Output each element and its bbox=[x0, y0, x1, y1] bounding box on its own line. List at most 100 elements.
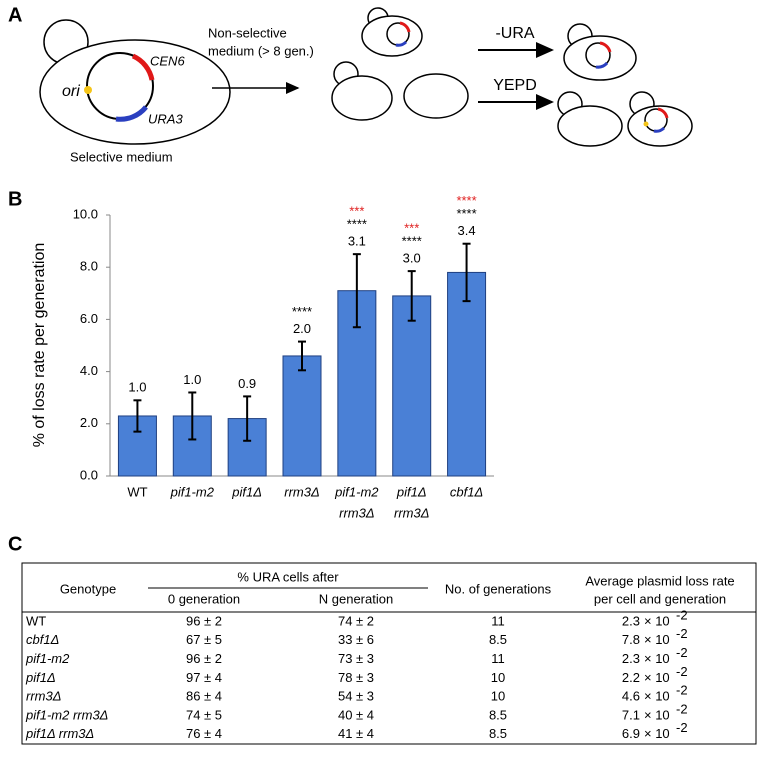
cell bbox=[361, 15, 423, 57]
header: No. of generations bbox=[445, 581, 552, 596]
cell: 8.5 bbox=[489, 632, 507, 647]
x-tick-label: rrm3Δ bbox=[284, 484, 319, 499]
cen-arc bbox=[131, 53, 155, 81]
ori-dot bbox=[84, 86, 92, 94]
cell: 96 ± 2 bbox=[186, 613, 222, 628]
panel-label: B bbox=[8, 188, 22, 210]
header: Genotype bbox=[60, 581, 116, 596]
cell: 2.3 bbox=[622, 613, 640, 628]
panel-a bbox=[39, 7, 693, 147]
panel-label: C bbox=[8, 533, 22, 555]
cell-exponent: -2 bbox=[676, 664, 688, 679]
cell-exponent: -2 bbox=[676, 607, 688, 622]
y-tick-label: 10.0 bbox=[73, 206, 98, 221]
cen-arc bbox=[657, 107, 669, 119]
ura-arc bbox=[595, 61, 609, 69]
cell: 8.5 bbox=[489, 726, 507, 741]
significance: **** bbox=[347, 217, 367, 232]
y-tick-label: 8.0 bbox=[80, 259, 98, 274]
ura-arc bbox=[395, 40, 408, 47]
cen-arc bbox=[599, 41, 612, 53]
cell: pif1Δ rrm3Δ bbox=[25, 726, 94, 741]
cell: 40 ± 4 bbox=[338, 707, 374, 722]
cell: 10 bbox=[491, 689, 505, 704]
cell: 2.2 bbox=[622, 670, 640, 685]
cell: 11 bbox=[491, 651, 505, 666]
bar-chart: 0.0 2.0 4.0 6.0 8.0 10.0 WT 1.0 pif1-m2 1.0 pif1Δ 0… bbox=[73, 193, 494, 520]
cell: 6.9 bbox=[622, 726, 640, 741]
cell: 67 ± 5 bbox=[186, 632, 222, 647]
ori-dot bbox=[643, 121, 649, 127]
cell: 96 ± 2 bbox=[186, 651, 222, 666]
nonselective-label: medium (> 8 gen.) bbox=[208, 43, 314, 58]
ura-minus-label: -URA bbox=[495, 25, 534, 42]
x-tick-label: WT bbox=[127, 484, 147, 499]
x-tick-label: rrm3Δ bbox=[339, 505, 374, 520]
cell: 74 ± 2 bbox=[338, 613, 374, 628]
cell: × 10 bbox=[644, 651, 670, 666]
cell: 74 ± 5 bbox=[186, 707, 222, 722]
ratio-label: 0.9 bbox=[238, 376, 256, 391]
x-tick-label: pif1Δ bbox=[231, 484, 262, 499]
ura-arc bbox=[653, 126, 666, 133]
significance: **** bbox=[456, 193, 476, 208]
significance: *** bbox=[404, 221, 419, 236]
cell: × 10 bbox=[644, 613, 670, 628]
cell: pif1-m2 rrm3Δ bbox=[25, 707, 108, 722]
cell bbox=[563, 35, 637, 81]
ori-label: ori bbox=[62, 83, 80, 100]
cell: × 10 bbox=[644, 689, 670, 704]
cell: 10 bbox=[491, 670, 505, 685]
x-tick-label: pif1-m2 bbox=[334, 484, 379, 499]
panel-label: A bbox=[8, 4, 22, 26]
cell: 4.6 bbox=[622, 689, 640, 704]
cell: WT bbox=[26, 613, 46, 628]
x-tick-label: cbf1Δ bbox=[450, 484, 483, 499]
header: % URA cells after bbox=[237, 569, 339, 584]
cell-exponent: -2 bbox=[676, 626, 688, 641]
cell: rrm3Δ bbox=[26, 689, 61, 704]
cell: 11 bbox=[491, 613, 505, 628]
table: Genotype % URA cells after 0 generation N g… bbox=[25, 569, 735, 741]
cell bbox=[331, 75, 393, 121]
cell: 78 ± 3 bbox=[338, 670, 374, 685]
cell: cbf1Δ bbox=[26, 632, 59, 647]
cen-arc bbox=[399, 21, 411, 33]
nonselective-label: Non-selective bbox=[208, 25, 287, 40]
cell bbox=[627, 105, 693, 147]
cell: 7.1 bbox=[622, 707, 640, 722]
cell: 41 ± 4 bbox=[338, 726, 374, 741]
ratio-label: 1.0 bbox=[183, 372, 201, 387]
cell-exponent: -2 bbox=[676, 720, 688, 735]
cell bbox=[557, 105, 623, 147]
ratio-label: 1.0 bbox=[128, 380, 146, 395]
cell: 97 ± 4 bbox=[186, 670, 222, 685]
yepd-label: YEPD bbox=[493, 77, 537, 94]
significance: **** bbox=[456, 206, 476, 221]
cell: pif1-m2 bbox=[25, 651, 70, 666]
cell: 76 ± 4 bbox=[186, 726, 222, 741]
cell bbox=[403, 73, 469, 119]
cell: 73 ± 3 bbox=[338, 651, 374, 666]
cell: 86 ± 4 bbox=[186, 689, 222, 704]
cell-exponent: -2 bbox=[676, 701, 688, 716]
cell: × 10 bbox=[644, 707, 670, 722]
cell: × 10 bbox=[644, 632, 670, 647]
bar bbox=[447, 271, 487, 477]
cell-exponent: -2 bbox=[676, 683, 688, 698]
cell-exponent: -2 bbox=[676, 645, 688, 660]
bar bbox=[392, 295, 432, 477]
cell: pif1Δ bbox=[25, 670, 56, 685]
selective-label: Selective medium bbox=[70, 149, 173, 164]
y-tick-label: 0.0 bbox=[80, 467, 98, 482]
significance: **** bbox=[292, 304, 312, 319]
significance: **** bbox=[402, 234, 422, 249]
ratio-label: 3.4 bbox=[458, 223, 476, 238]
y-tick-label: 2.0 bbox=[80, 415, 98, 430]
ura-arc bbox=[115, 105, 148, 122]
significance: *** bbox=[349, 204, 364, 219]
x-tick-label: rrm3Δ bbox=[394, 505, 429, 520]
cell: × 10 bbox=[644, 726, 670, 741]
header: per cell and generation bbox=[594, 591, 726, 606]
